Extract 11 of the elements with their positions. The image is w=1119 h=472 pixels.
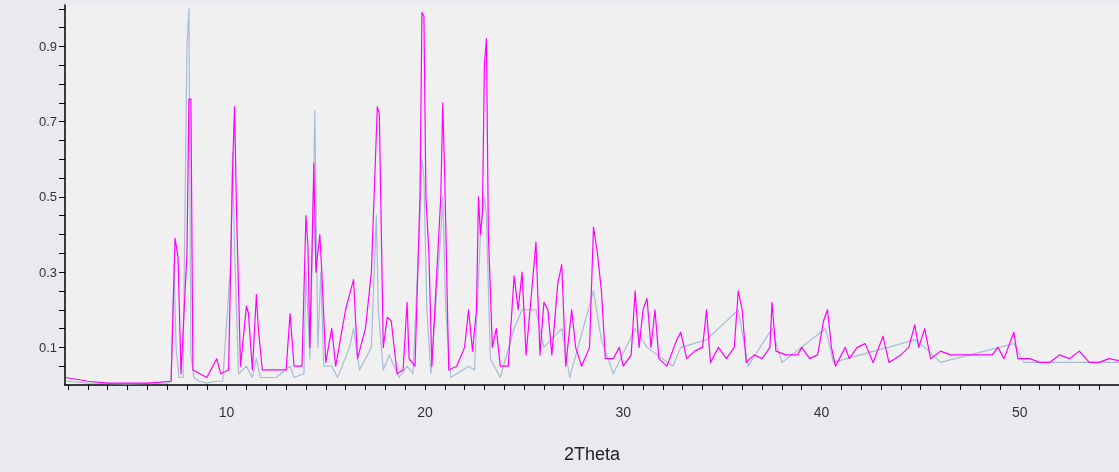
y-tick-label: 0.1 [38,339,57,355]
x-tick-label: 50 [1012,404,1028,420]
y-tick-label: 0.9 [38,38,57,54]
x-tick-label: 30 [615,404,632,420]
y-tick-label: 0.7 [38,114,57,130]
x-tick-label: 10 [218,404,235,420]
y-tick-label: 0.5 [38,189,57,205]
y-tick-label: 0.3 [38,264,57,280]
x-tick-label: 40 [813,404,830,420]
x-tick-label: 20 [417,404,433,420]
x-axis-title: 2Theta [563,444,621,464]
